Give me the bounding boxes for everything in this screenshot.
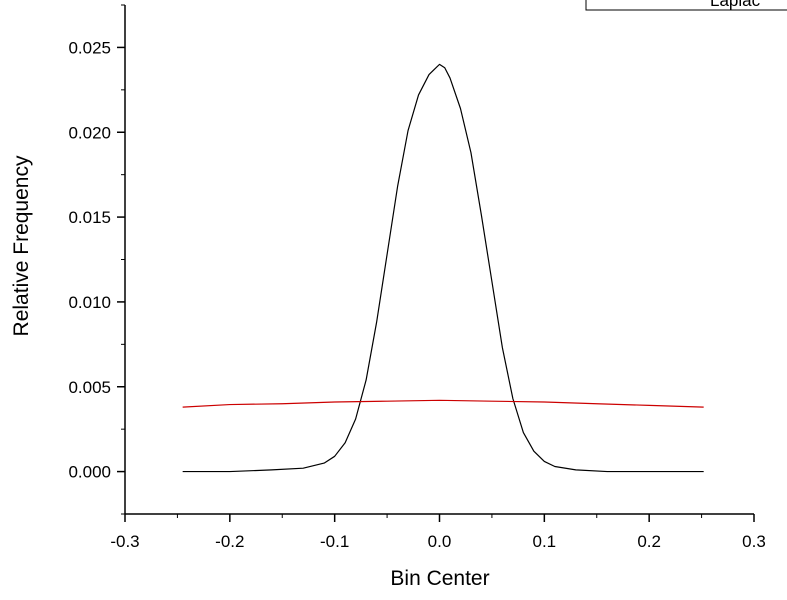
y-tick-label: 0.010	[68, 293, 111, 312]
y-tick-label: 0.000	[68, 463, 111, 482]
y-tick-label: 0.005	[68, 378, 111, 397]
series-layer	[182, 63, 704, 473]
histogram-series-line	[182, 63, 704, 473]
y-tick-label: 0.025	[68, 38, 111, 57]
x-tick-label: 0.0	[428, 532, 452, 551]
legend-box	[585, 0, 787, 11]
x-tick-label: 0.1	[533, 532, 557, 551]
y-axis-ticks: 0.000 0.005 0.010 0.015 0.020 0.025	[68, 4, 125, 515]
plot-frame	[124, 5, 754, 515]
x-tick-label: -0.3	[110, 532, 139, 551]
x-axis-ticks: -0.3 -0.2 -0.1 0.0 0.1 0.2 0.3	[110, 514, 766, 551]
legend-label: Laplac	[710, 0, 761, 10]
x-tick-label: 0.2	[637, 532, 661, 551]
x-axis-title: Bin Center	[390, 567, 489, 590]
y-axis-title: Relative Frequency	[10, 155, 33, 336]
legend: Laplac	[585, 0, 787, 11]
x-tick-label: 0.3	[742, 532, 766, 551]
y-tick-label: 0.020	[68, 123, 111, 142]
x-tick-label: -0.2	[215, 532, 244, 551]
y-tick-label: 0.015	[68, 208, 111, 227]
x-tick-label: -0.1	[320, 532, 349, 551]
laplace-fit-line	[182, 399, 704, 408]
